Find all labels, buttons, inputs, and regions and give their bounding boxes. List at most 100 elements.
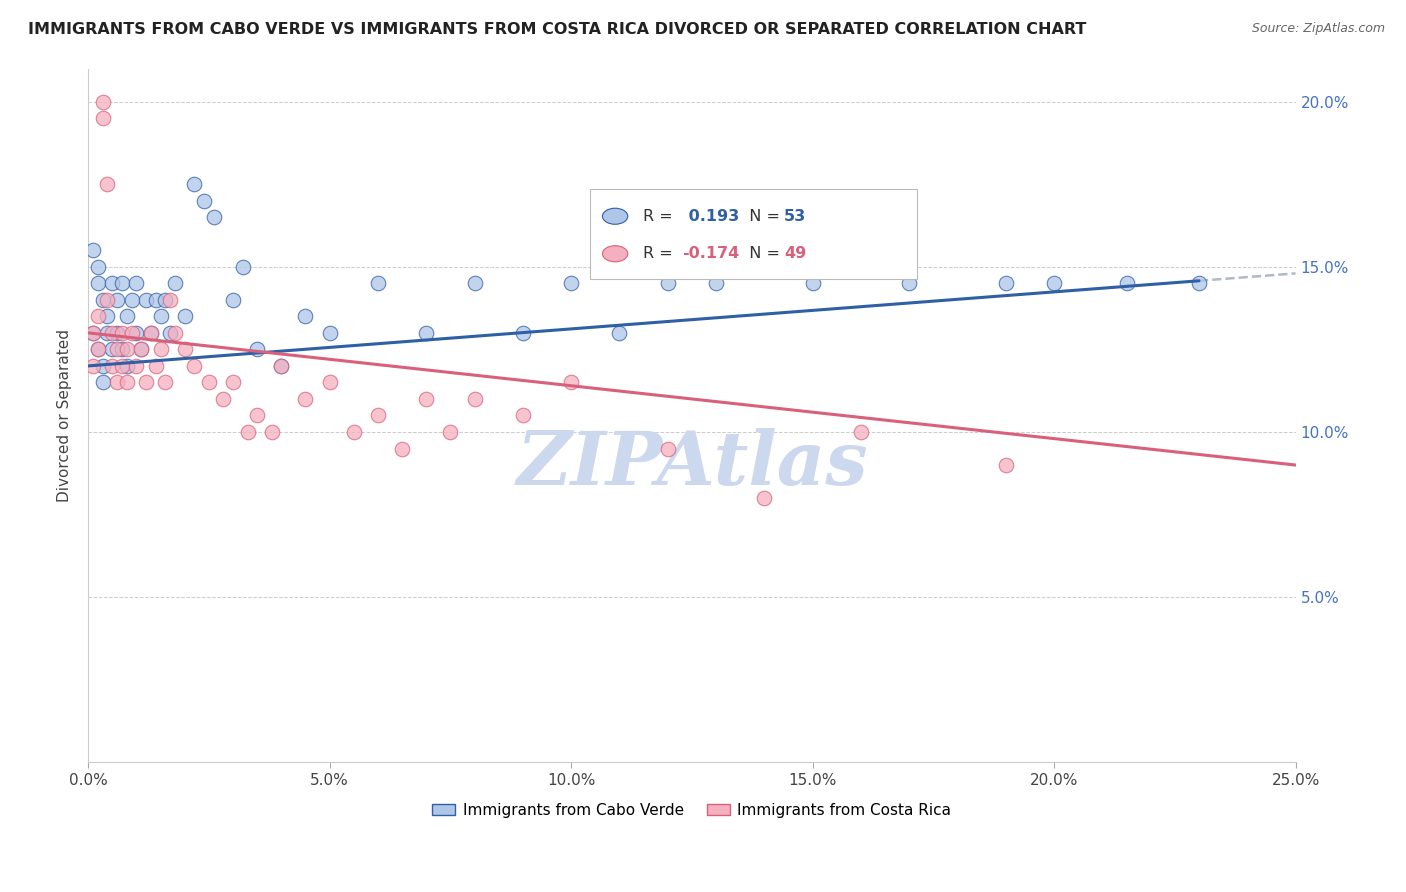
- Immigrants from Costa Rica: [105, 343, 128, 357]
- Immigrants from Costa Rica: [165, 326, 187, 340]
- Immigrants from Costa Rica: [294, 392, 316, 406]
- Immigrants from Cabo Verde: [125, 326, 148, 340]
- Immigrants from Costa Rica: [391, 442, 413, 456]
- Immigrants from Costa Rica: [111, 326, 134, 340]
- Immigrants from Cabo Verde: [512, 326, 534, 340]
- Immigrants from Costa Rica: [270, 359, 292, 373]
- Text: R =: R =: [644, 209, 678, 224]
- Immigrants from Cabo Verde: [801, 277, 824, 291]
- Immigrants from Cabo Verde: [91, 376, 114, 390]
- Y-axis label: Divorced or Separated: Divorced or Separated: [58, 329, 72, 502]
- Immigrants from Costa Rica: [754, 491, 776, 505]
- Immigrants from Costa Rica: [367, 409, 389, 423]
- Immigrants from Costa Rica: [129, 343, 152, 357]
- Immigrants from Costa Rica: [139, 326, 162, 340]
- Immigrants from Cabo Verde: [994, 277, 1017, 291]
- Immigrants from Costa Rica: [91, 111, 114, 125]
- Immigrants from Cabo Verde: [155, 293, 177, 307]
- Immigrants from Costa Rica: [115, 343, 138, 357]
- Immigrants from Cabo Verde: [101, 277, 124, 291]
- Immigrants from Cabo Verde: [82, 244, 104, 258]
- Text: IMMIGRANTS FROM CABO VERDE VS IMMIGRANTS FROM COSTA RICA DIVORCED OR SEPARATED C: IMMIGRANTS FROM CABO VERDE VS IMMIGRANTS…: [28, 22, 1087, 37]
- Immigrants from Cabo Verde: [121, 293, 143, 307]
- Immigrants from Cabo Verde: [898, 277, 921, 291]
- Immigrants from Cabo Verde: [115, 310, 138, 324]
- Immigrants from Cabo Verde: [105, 326, 128, 340]
- Immigrants from Costa Rica: [121, 326, 143, 340]
- Immigrants from Cabo Verde: [270, 359, 292, 373]
- Legend: Immigrants from Cabo Verde, Immigrants from Costa Rica: Immigrants from Cabo Verde, Immigrants f…: [426, 797, 957, 824]
- Immigrants from Cabo Verde: [173, 310, 195, 324]
- Immigrants from Costa Rica: [149, 343, 172, 357]
- Immigrants from Costa Rica: [159, 293, 181, 307]
- Immigrants from Cabo Verde: [183, 177, 205, 191]
- Immigrants from Cabo Verde: [657, 277, 679, 291]
- Immigrants from Costa Rica: [87, 343, 110, 357]
- Text: 53: 53: [785, 209, 806, 224]
- Immigrants from Costa Rica: [82, 326, 104, 340]
- Text: -0.174: -0.174: [683, 246, 740, 261]
- Immigrants from Costa Rica: [125, 359, 148, 373]
- Immigrants from Cabo Verde: [96, 326, 118, 340]
- Immigrants from Costa Rica: [212, 392, 235, 406]
- Immigrants from Cabo Verde: [609, 326, 631, 340]
- Immigrants from Cabo Verde: [139, 326, 162, 340]
- Immigrants from Costa Rica: [343, 425, 366, 439]
- Immigrants from Costa Rica: [145, 359, 167, 373]
- Immigrants from Costa Rica: [260, 425, 283, 439]
- Immigrants from Costa Rica: [236, 425, 259, 439]
- Immigrants from Cabo Verde: [367, 277, 389, 291]
- Immigrants from Costa Rica: [87, 310, 110, 324]
- Immigrants from Costa Rica: [101, 359, 124, 373]
- Immigrants from Cabo Verde: [111, 277, 134, 291]
- Immigrants from Cabo Verde: [1043, 277, 1066, 291]
- Immigrants from Costa Rica: [96, 293, 118, 307]
- Immigrants from Cabo Verde: [91, 359, 114, 373]
- Immigrants from Cabo Verde: [111, 343, 134, 357]
- Text: 49: 49: [785, 246, 806, 261]
- Immigrants from Cabo Verde: [115, 359, 138, 373]
- Immigrants from Costa Rica: [135, 376, 157, 390]
- Immigrants from Costa Rica: [464, 392, 486, 406]
- Immigrants from Costa Rica: [439, 425, 461, 439]
- Immigrants from Cabo Verde: [318, 326, 340, 340]
- Immigrants from Costa Rica: [849, 425, 872, 439]
- Immigrants from Costa Rica: [198, 376, 221, 390]
- Immigrants from Costa Rica: [415, 392, 437, 406]
- Immigrants from Cabo Verde: [202, 211, 225, 225]
- Immigrants from Costa Rica: [246, 409, 269, 423]
- Immigrants from Costa Rica: [657, 442, 679, 456]
- Immigrants from Cabo Verde: [560, 277, 582, 291]
- Immigrants from Costa Rica: [91, 95, 114, 109]
- Immigrants from Costa Rica: [115, 376, 138, 390]
- Immigrants from Cabo Verde: [135, 293, 157, 307]
- Immigrants from Cabo Verde: [415, 326, 437, 340]
- Immigrants from Cabo Verde: [246, 343, 269, 357]
- Text: N =: N =: [740, 209, 785, 224]
- Immigrants from Costa Rica: [96, 177, 118, 191]
- Immigrants from Costa Rica: [101, 326, 124, 340]
- Immigrants from Cabo Verde: [294, 310, 316, 324]
- Immigrants from Costa Rica: [318, 376, 340, 390]
- Immigrants from Costa Rica: [105, 376, 128, 390]
- Immigrants from Cabo Verde: [96, 310, 118, 324]
- Immigrants from Costa Rica: [111, 359, 134, 373]
- Immigrants from Costa Rica: [173, 343, 195, 357]
- Immigrants from Costa Rica: [222, 376, 245, 390]
- Immigrants from Cabo Verde: [704, 277, 727, 291]
- Immigrants from Cabo Verde: [82, 326, 104, 340]
- Immigrants from Cabo Verde: [193, 194, 215, 208]
- Immigrants from Costa Rica: [82, 359, 104, 373]
- Immigrants from Cabo Verde: [1115, 277, 1137, 291]
- Immigrants from Cabo Verde: [159, 326, 181, 340]
- Immigrants from Costa Rica: [512, 409, 534, 423]
- Immigrants from Cabo Verde: [165, 277, 187, 291]
- Immigrants from Costa Rica: [183, 359, 205, 373]
- Text: N =: N =: [740, 246, 785, 261]
- Immigrants from Cabo Verde: [105, 293, 128, 307]
- Immigrants from Cabo Verde: [1188, 277, 1211, 291]
- Immigrants from Cabo Verde: [129, 343, 152, 357]
- Text: Source: ZipAtlas.com: Source: ZipAtlas.com: [1251, 22, 1385, 36]
- Immigrants from Cabo Verde: [91, 293, 114, 307]
- Immigrants from Cabo Verde: [232, 260, 254, 274]
